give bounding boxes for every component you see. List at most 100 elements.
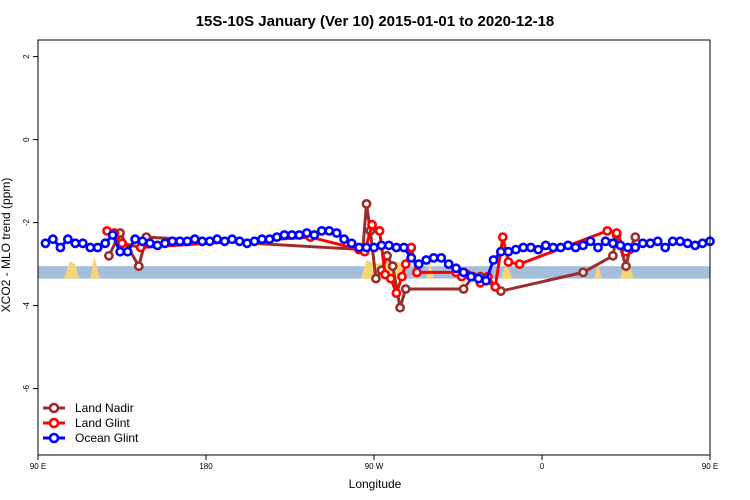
data-point — [563, 240, 573, 251]
data-point — [55, 242, 66, 253]
data-point — [370, 273, 381, 284]
data-point — [301, 228, 312, 238]
data-point — [70, 238, 81, 249]
data-point — [525, 242, 536, 253]
data-point — [115, 246, 125, 257]
data-point — [107, 230, 118, 240]
land-shape — [64, 261, 80, 279]
data-point — [548, 242, 559, 253]
data-point — [77, 238, 88, 249]
series-line — [106, 222, 628, 298]
series-land-nadir — [104, 198, 641, 313]
data-point — [159, 238, 170, 249]
data-point — [503, 257, 514, 267]
data-point — [227, 234, 237, 245]
data-point — [316, 225, 327, 236]
data-point — [400, 259, 411, 269]
data-point — [495, 246, 506, 257]
y-tick-label: 2 — [22, 54, 31, 59]
data-point — [400, 284, 411, 294]
y-tick-label: -6 — [22, 384, 31, 392]
data-point — [189, 234, 200, 245]
y-axis-label: XCO2 - MLO trend (ppm) — [0, 178, 13, 313]
data-point — [518, 242, 529, 253]
x-tick-label: 180 — [199, 462, 213, 471]
data-point — [593, 242, 603, 253]
data-point — [339, 234, 349, 245]
land-shape — [426, 260, 434, 279]
data-point — [630, 232, 641, 242]
legend-item: Ocean Glint — [43, 431, 139, 445]
legend-swatch-marker — [48, 432, 60, 444]
data-point — [611, 228, 622, 238]
data-point — [514, 259, 525, 269]
x-axis-label: Longitude — [349, 477, 402, 491]
data-point — [608, 238, 618, 249]
x-axis: 90 E 180 90 W 0 90 E — [30, 455, 718, 471]
data-point — [621, 261, 631, 272]
data-point — [374, 225, 385, 236]
data-point — [48, 234, 58, 245]
data-point — [182, 236, 193, 247]
data-point — [466, 271, 476, 282]
data-point — [100, 238, 111, 249]
data-point — [204, 236, 215, 247]
y-tick-label: -2 — [22, 218, 31, 226]
data-point — [104, 250, 114, 261]
y-axis: 2 0 -2 -4 -6 — [22, 54, 38, 392]
data-point — [481, 275, 491, 286]
data-point — [436, 252, 447, 263]
data-point — [63, 234, 73, 245]
data-point — [369, 242, 379, 253]
data-point — [637, 238, 648, 249]
data-point — [458, 284, 469, 294]
y-tick-label: 0 — [22, 137, 31, 142]
data-point — [398, 242, 409, 253]
data-point — [279, 230, 290, 240]
series-line — [107, 203, 637, 309]
data-point — [234, 236, 245, 247]
data-point — [133, 261, 144, 272]
data-point — [503, 246, 514, 257]
data-point — [391, 288, 402, 298]
data-point — [391, 242, 402, 253]
data-point — [395, 302, 405, 313]
data-point — [331, 228, 342, 238]
data-point — [652, 236, 663, 247]
data-point — [387, 261, 398, 272]
data-point — [540, 240, 551, 251]
data-point — [578, 240, 588, 251]
data-point — [242, 238, 252, 249]
x-tick-label: 0 — [540, 462, 545, 471]
data-point — [346, 238, 357, 249]
legend-swatch-marker — [48, 417, 60, 429]
data-point — [497, 232, 508, 242]
legend-swatch-marker — [48, 402, 60, 414]
data-point — [40, 238, 51, 249]
data-point — [212, 234, 223, 245]
legend-label: Ocean Glint — [75, 431, 139, 445]
x-tick-label: 90 E — [30, 462, 46, 471]
land-shape — [90, 256, 100, 279]
data-point — [367, 219, 377, 230]
y-tick-label: -4 — [22, 301, 31, 309]
data-point — [608, 250, 618, 261]
data-point — [570, 242, 581, 253]
data-point — [473, 273, 484, 284]
data-point — [488, 255, 499, 265]
data-point — [249, 236, 260, 247]
data-point — [600, 236, 611, 247]
data-point — [92, 242, 103, 253]
data-point — [383, 240, 394, 251]
series-ocean-glint — [40, 225, 715, 286]
x-tick-label: 90 W — [365, 462, 384, 471]
data-point — [533, 244, 544, 255]
data-point — [167, 236, 178, 247]
series-layer — [40, 198, 715, 313]
data-point — [443, 259, 454, 269]
data-point — [324, 225, 335, 236]
data-point — [117, 238, 127, 249]
legend-label: Land Nadir — [75, 401, 134, 415]
data-point — [615, 240, 626, 251]
data-point — [271, 232, 282, 242]
